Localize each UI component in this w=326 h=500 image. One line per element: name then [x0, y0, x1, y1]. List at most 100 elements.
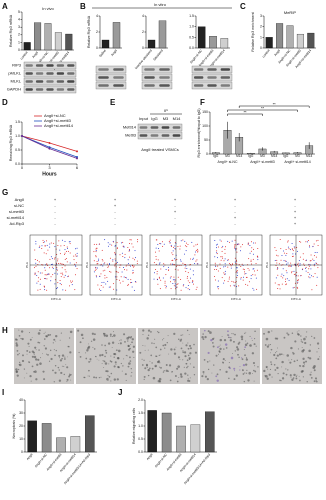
micrograph-speck — [171, 371, 173, 373]
flow-dot — [294, 282, 296, 284]
flow-dot — [39, 283, 41, 285]
flow-dot — [59, 253, 61, 255]
micrograph-speck — [18, 364, 20, 366]
blot-band — [56, 80, 65, 83]
micrograph-speck — [183, 366, 185, 368]
flow-dot — [277, 267, 279, 269]
flow-dot — [282, 268, 284, 270]
flow-dot — [69, 252, 71, 254]
annotation: ** — [261, 106, 265, 111]
flow-dot — [96, 261, 98, 263]
flow-dot — [38, 261, 40, 263]
micrograph-speck — [39, 362, 42, 365]
blot-row-label: MLKL — [11, 79, 22, 84]
flow-dot — [227, 259, 229, 261]
flow-dot — [197, 250, 199, 252]
flow-dot — [177, 283, 179, 285]
flow-dot — [64, 274, 66, 276]
flow-dot — [307, 241, 309, 243]
flow-dot — [194, 254, 196, 256]
flow-dot — [157, 247, 159, 249]
flow-dot — [234, 244, 236, 246]
micrograph-speck — [254, 370, 257, 373]
flow-x-label: FITC-A — [51, 297, 61, 301]
micrograph-speck — [35, 358, 38, 361]
flow-dot — [124, 253, 126, 255]
x-tick-label: M3 — [295, 154, 300, 158]
micrograph-speck — [65, 364, 67, 366]
micrograph-speck — [55, 340, 57, 342]
micrograph-speck — [88, 360, 91, 363]
micrograph-speck — [114, 361, 117, 364]
flow-dot — [73, 255, 75, 257]
micrograph-speck — [296, 359, 299, 362]
flow-dot — [114, 254, 116, 256]
flow-dot — [122, 241, 124, 243]
flow-dot — [314, 252, 316, 254]
micrograph-speck — [286, 332, 288, 334]
micrograph-speck — [213, 364, 215, 366]
flow-dot — [174, 279, 176, 281]
micrograph-speck — [53, 381, 55, 383]
treatment-sign: + — [54, 197, 57, 202]
flow-dot — [257, 247, 259, 249]
blot-row-label: pMLKL — [8, 71, 21, 76]
flow-dot — [95, 255, 97, 257]
flow-dot — [49, 243, 51, 245]
micrograph-speck — [202, 333, 204, 335]
flow-dot — [101, 282, 103, 284]
flow-dot — [38, 277, 40, 279]
flow-dot — [304, 267, 306, 269]
x-tick-label: M14 — [236, 154, 242, 158]
micrograph-speck — [313, 365, 316, 368]
flow-dot — [216, 243, 218, 245]
micrograph-speck — [240, 335, 244, 339]
flow-dot — [275, 277, 277, 279]
flow-dot — [297, 287, 299, 289]
flow-dot — [95, 276, 97, 278]
micrograph-speck — [289, 374, 292, 377]
flow-dot — [52, 274, 54, 276]
panel-label: B — [80, 2, 86, 11]
micrograph-speck — [182, 342, 184, 344]
micrograph-speck — [162, 339, 164, 341]
micrograph-speck — [147, 368, 150, 372]
treatment-sign: - — [174, 215, 176, 220]
flow-dot — [316, 263, 318, 265]
flow-dot — [223, 272, 225, 274]
micrograph-speck — [182, 334, 184, 336]
flow-dot — [39, 272, 41, 274]
micrograph-speck — [131, 371, 133, 374]
flow-dot — [127, 283, 129, 285]
micrograph-speck — [93, 376, 95, 379]
flow-dot — [236, 260, 238, 262]
flow-dot — [228, 278, 230, 280]
flow-dot — [281, 283, 283, 285]
micrograph-speck — [219, 347, 222, 351]
flow-dot — [308, 245, 310, 247]
significance-bracket — [238, 105, 310, 108]
flow-dot — [168, 269, 170, 271]
flow-dot — [195, 288, 197, 290]
micrograph-speck — [180, 375, 183, 378]
micrograph-speck — [193, 343, 195, 346]
flow-dot — [233, 247, 235, 249]
flow-dot — [173, 263, 175, 265]
micrograph-speck — [21, 337, 24, 341]
y-axis-label: Relative Rip3 mRNA — [9, 14, 13, 47]
blot-band — [56, 88, 65, 91]
blot-band — [144, 68, 155, 71]
flow-dot — [44, 274, 46, 276]
significance-bracket — [227, 109, 298, 112]
micrograph-speck — [163, 370, 165, 372]
blot-band — [56, 72, 65, 75]
flow-dot — [110, 271, 112, 273]
micrograph-speck — [60, 371, 63, 375]
flow-dot — [114, 276, 116, 278]
micrograph-speck — [233, 370, 236, 372]
flow-dot — [216, 250, 218, 252]
micrograph-speck — [141, 358, 143, 360]
flow-dot — [68, 241, 70, 243]
micrograph-speck — [245, 331, 247, 333]
micrograph-speck — [154, 338, 156, 340]
